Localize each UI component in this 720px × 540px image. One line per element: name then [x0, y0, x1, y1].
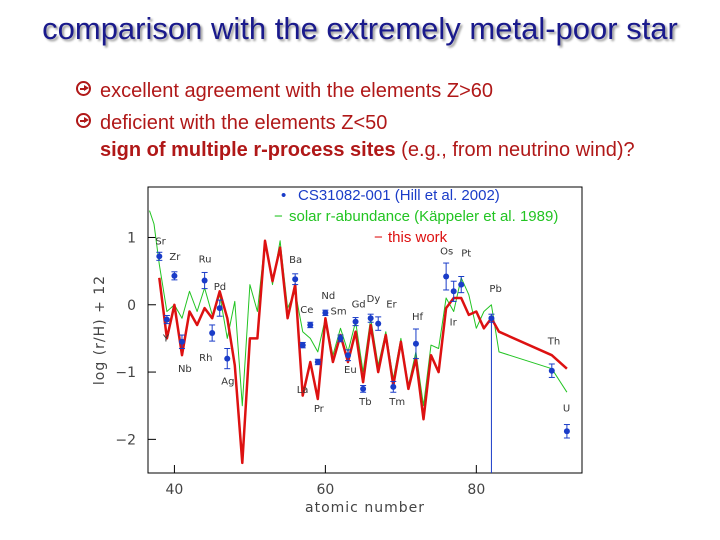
axis-ticks: 40 60 80 1 0 −1 −2 [115, 230, 485, 498]
data-point [156, 253, 163, 260]
element-label: Tm [388, 397, 405, 408]
data-point [352, 318, 359, 325]
slide-title: comparison with the extremely metal-poor… [42, 11, 678, 46]
bullet-2-text: deficient with the elements Z<50 [100, 112, 388, 134]
x-tick-label: 40 [166, 482, 184, 498]
element-label: La [297, 385, 309, 396]
plot-frame [147, 186, 583, 474]
element-label: Nd [321, 291, 335, 302]
data-point [171, 272, 178, 279]
data-point [345, 352, 352, 359]
data-point [563, 428, 570, 435]
data-point [163, 316, 170, 323]
element-label: Eu [344, 365, 357, 376]
element-label: Zr [169, 252, 181, 263]
x-axis-label: atomic number [305, 500, 425, 516]
legend-label-solar: solar r-abundance (Käppeler et al. 1989) [289, 208, 558, 225]
data-point [450, 288, 457, 295]
data-point [292, 276, 299, 283]
bullet-1: excellent agreement with the elements Z>… [76, 78, 716, 105]
element-label: Nb [178, 364, 192, 375]
element-label: Ag [221, 377, 234, 388]
element-label: Pr [314, 404, 325, 415]
element-label: Pt [461, 249, 471, 260]
data-point [178, 338, 185, 345]
data-point [548, 367, 555, 374]
y-tick-label: −2 [115, 432, 136, 448]
data-point [216, 305, 223, 312]
bullet-1-text: excellent agreement with the elements Z>… [100, 80, 493, 102]
data-point [360, 385, 367, 392]
element-label: Sm [330, 306, 346, 317]
data-point [307, 321, 314, 328]
model-line [158, 239, 568, 465]
y-axis-label: log (r/H) + 12 [92, 275, 108, 385]
data-point [299, 342, 306, 349]
element-label: Pb [489, 284, 501, 295]
legend-label-model: this work [388, 229, 448, 246]
data-point [337, 335, 344, 342]
x-tick-label: 80 [467, 482, 485, 498]
data-point [458, 281, 465, 288]
element-label: Ru [199, 255, 212, 266]
element-label: Hf [412, 312, 424, 323]
legend-marker-obs: • [281, 187, 286, 204]
element-label: Th [547, 337, 560, 348]
element-label: Y [162, 334, 170, 345]
element-label: Pd [214, 282, 226, 293]
element-label: Ce [300, 305, 313, 316]
data-point [322, 309, 329, 316]
element-label: U [563, 403, 570, 414]
element-label: Rh [199, 353, 212, 364]
element-label: Gd [352, 300, 366, 311]
arrow-circle-icon [76, 81, 91, 96]
data-point [209, 330, 216, 337]
bullet-list: excellent agreement with the elements Z>… [76, 78, 716, 169]
legend-marker-solar: − [274, 208, 283, 225]
data-point [375, 320, 382, 327]
legend: • CS31082-001 (Hill et al. 2002) − solar… [274, 187, 558, 246]
data-point [443, 273, 450, 280]
y-tick-label: −1 [115, 365, 136, 381]
element-label: Ba [289, 255, 302, 266]
legend-marker-model: − [374, 229, 383, 246]
data-point [412, 340, 419, 347]
data-point [201, 277, 208, 284]
data-point [390, 383, 397, 390]
bullet-2-rest: (e.g., from neutrino wind)? [395, 139, 635, 161]
data-point [224, 355, 231, 362]
x-tick-label: 60 [316, 482, 334, 498]
observed-series: Sr Y Zr Nb Ru Rh Pd Ag Ba La Ce Pr Nd Sm Eu Gd Tb Dy Er Tm H… [155, 236, 570, 473]
data-point [314, 358, 321, 365]
y-tick-label: 0 [127, 298, 136, 314]
data-point [367, 315, 374, 322]
legend-label-obs: CS31082-001 (Hill et al. 2002) [298, 187, 500, 204]
y-tick-label: 1 [127, 230, 136, 246]
element-label: Tb [358, 397, 371, 408]
element-label: Er [386, 300, 397, 311]
element-label: Sr [155, 236, 166, 247]
bullet-2-bold: sign of multiple r-process sites [100, 139, 396, 161]
model-series [158, 239, 568, 465]
bullet-2: deficient with the elements Z<50 sign of… [76, 110, 716, 164]
arrow-circle-icon [76, 113, 91, 128]
element-label: Os [440, 247, 453, 258]
element-label: Ir [450, 317, 458, 328]
element-label: Dy [367, 294, 381, 305]
